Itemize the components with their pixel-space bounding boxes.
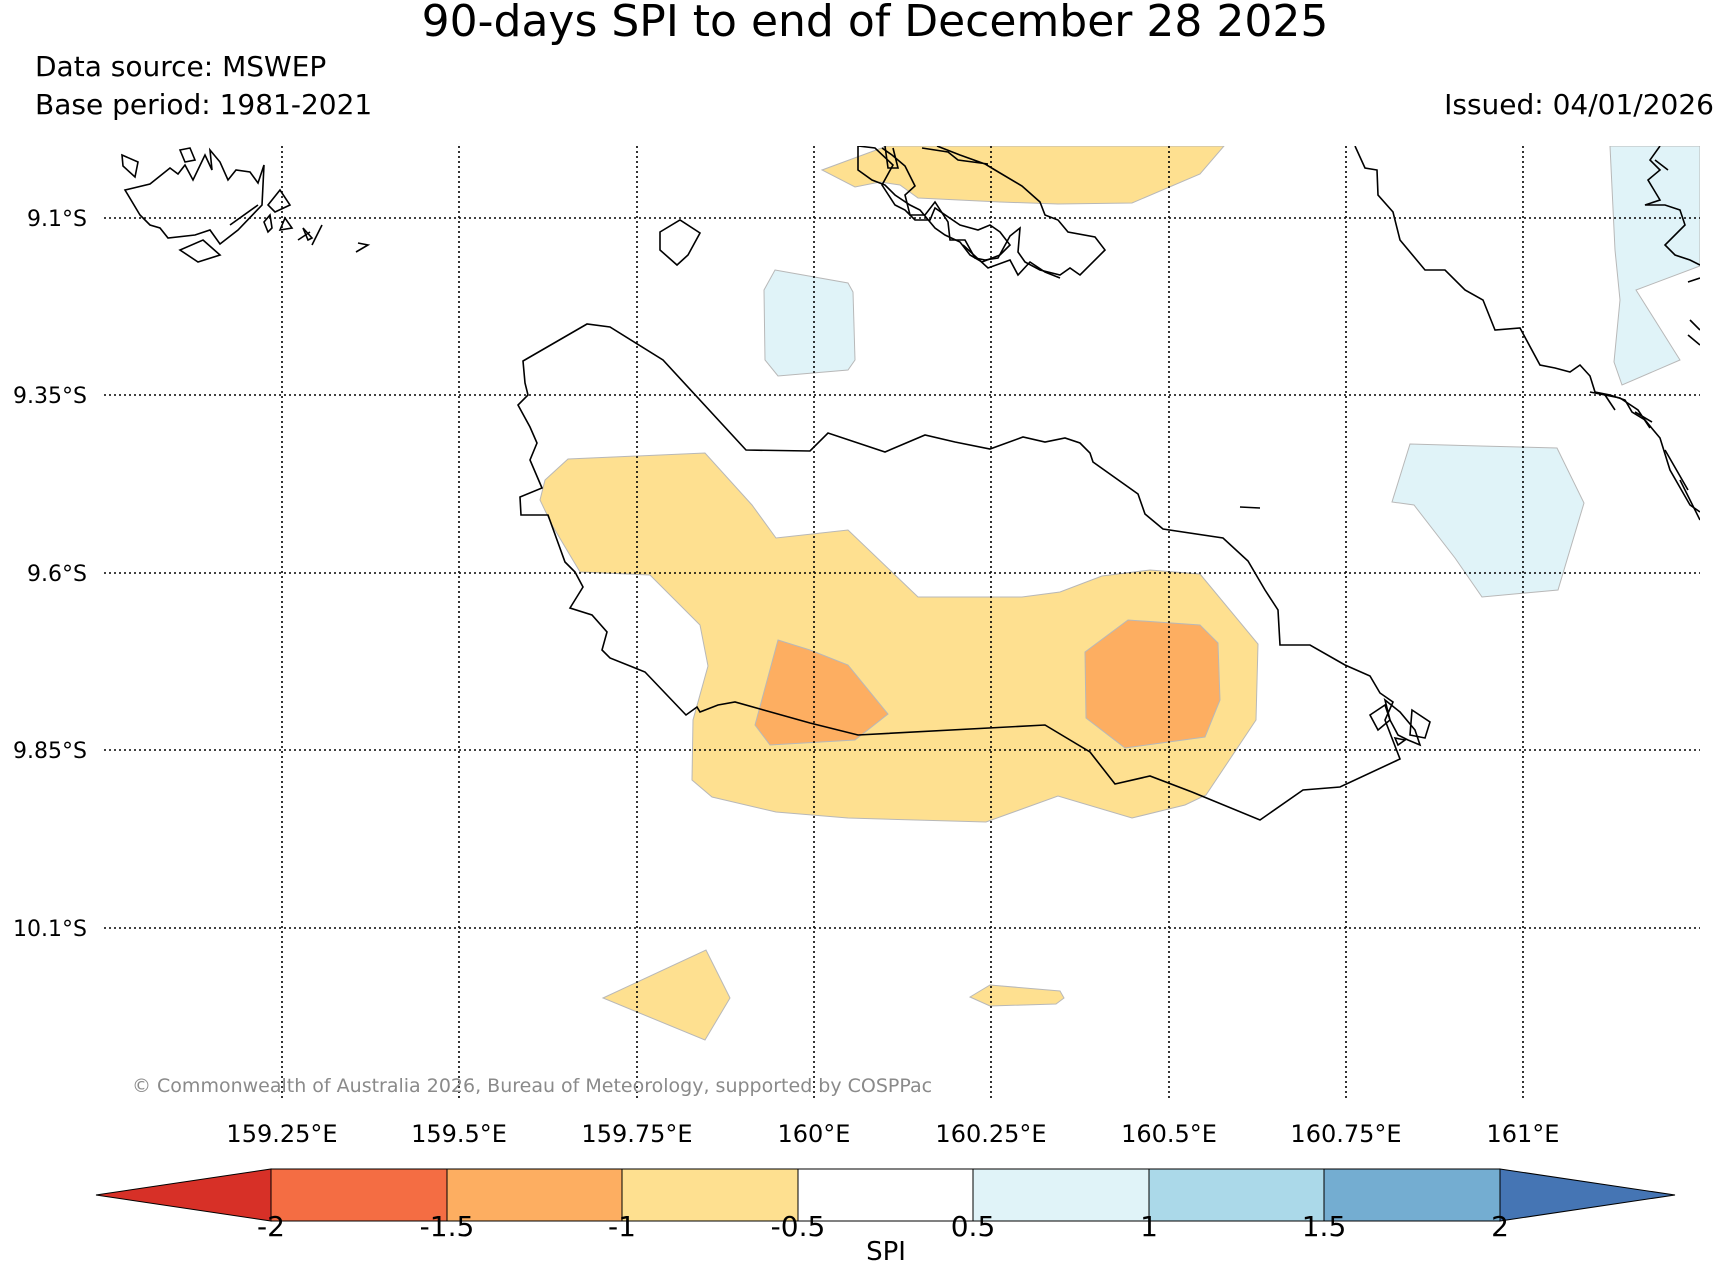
lon-label-160-25: 160.25°E <box>935 1120 1046 1148</box>
colorbar-ticks: -2 -1.5 -1 -0.5 0.5 1 1.5 2 <box>257 1210 1509 1243</box>
moderately-dry-core-east <box>1084 619 1221 749</box>
colorbar-bin-3 <box>621 1168 799 1222</box>
dry-region-south-west <box>601 949 731 1041</box>
coastline-northwest-e <box>263 213 273 234</box>
graticule <box>104 146 1700 1100</box>
colorbar-bin-5 <box>972 1168 1150 1222</box>
latitude-labels: 9.1°S 9.35°S 9.6°S 9.85°S 10.1°S <box>13 207 87 942</box>
colorbar-bin-7 <box>1323 1168 1501 1222</box>
lon-label-159-25: 159.25°E <box>226 1120 337 1148</box>
coastline-northwest-d <box>266 188 292 213</box>
coastline-islet-f <box>229 204 259 226</box>
colorbar-tick-2: 2 <box>1491 1210 1509 1243</box>
lat-label-9-6: 9.6°S <box>27 562 87 587</box>
lon-label-160-75: 160.75°E <box>1290 1120 1401 1148</box>
figure-title: 90-days SPI to end of December 28 2025 <box>422 0 1329 47</box>
longitude-labels: 159.25°E 159.5°E 159.75°E 160°E 160.25°E… <box>226 1120 1559 1148</box>
coastline-malaita-tip <box>1654 159 1700 346</box>
colorbar-tick-neg-2: -2 <box>257 1210 285 1243</box>
copyright-notice: © Commonwealth of Australia 2026, Bureau… <box>132 1075 932 1097</box>
lon-label-160: 160°E <box>778 1120 851 1148</box>
lat-label-9-35: 9.35°S <box>13 384 87 409</box>
coastline-florida-south <box>962 244 1061 279</box>
moderately-dry-core-west <box>754 639 889 746</box>
coastline-islet-d <box>355 242 371 253</box>
coastline-malaita-south <box>1589 391 1700 521</box>
colorbar-bin-6 <box>1148 1168 1325 1222</box>
wet-region-northeast <box>1609 146 1700 386</box>
coastline-islet-east-e <box>1393 736 1407 747</box>
dry-region-north <box>820 146 1225 205</box>
colorbar-tick-1-5: 1.5 <box>1302 1210 1347 1243</box>
lon-label-159-75: 159.75°E <box>581 1120 692 1148</box>
coastline-islet-e <box>178 239 222 263</box>
wet-region-east <box>1391 443 1585 598</box>
colorbar-tick-neg-1-5: -1.5 <box>420 1210 475 1243</box>
coastline-islet-east-d <box>1409 708 1431 739</box>
lat-label-9-85: 9.85°S <box>13 739 87 764</box>
coastline-islet-east-b <box>1383 697 1422 747</box>
lat-label-10-1: 10.1°S <box>13 917 87 942</box>
dry-region-south-east <box>968 984 1065 1007</box>
dry-region-main <box>539 452 1259 823</box>
spi-shading <box>539 146 1700 1041</box>
colorbar-extend-high <box>1499 1168 1676 1222</box>
coastline-northwest-a <box>121 153 139 179</box>
coastline-islet-c <box>311 224 323 246</box>
colorbar: -2 -1.5 -1 -0.5 0.5 1 1.5 2 SPI <box>95 1168 1676 1267</box>
coastlines <box>121 146 1700 821</box>
data-source-label: Data source: MSWEP <box>35 50 326 83</box>
latitude-lines <box>104 217 1700 929</box>
coastline-islet-b <box>297 231 311 241</box>
colorbar-tick-neg-1: -1 <box>608 1210 636 1243</box>
coastline-florida-islands <box>881 146 1107 277</box>
coastline-northwest-c <box>178 147 197 163</box>
colorbar-bin-4 <box>797 1168 974 1222</box>
coastline-northwest-b <box>123 147 265 246</box>
coastline-northwest-f <box>278 216 294 232</box>
wet-region-center <box>763 269 856 377</box>
issued-label: Issued: 04/01/2026 <box>1444 88 1714 121</box>
map-area: © Commonwealth of Australia 2026, Bureau… <box>104 146 1700 1100</box>
longitude-lines <box>281 146 1524 1100</box>
coastline-islet-east-a <box>1239 506 1261 509</box>
lon-label-159-5: 159.5°E <box>411 1120 507 1148</box>
colorbar-bin-2 <box>446 1168 623 1222</box>
base-period-label: Base period: 1981-2021 <box>35 88 372 121</box>
coastline-florida-islands-west <box>857 146 1012 263</box>
colorbar-tick-0-5: 0.5 <box>951 1210 996 1243</box>
coastline-guadalcanal <box>517 323 1402 821</box>
lon-label-160-5: 160.5°E <box>1121 1120 1217 1148</box>
colorbar-bin-1 <box>270 1168 448 1222</box>
coastline-savo <box>659 219 702 267</box>
lat-label-9-1: 9.1°S <box>27 207 87 232</box>
coastline-malaita-east <box>1644 146 1700 266</box>
colorbar-extend-low <box>95 1168 272 1222</box>
lon-label-161: 161°E <box>1487 1120 1560 1148</box>
colorbar-tick-neg-0-5: -0.5 <box>771 1210 826 1243</box>
colorbar-tick-1: 1 <box>1140 1210 1158 1243</box>
colorbar-label: SPI <box>866 1237 906 1265</box>
coastline-islet-east-c <box>1368 703 1391 732</box>
